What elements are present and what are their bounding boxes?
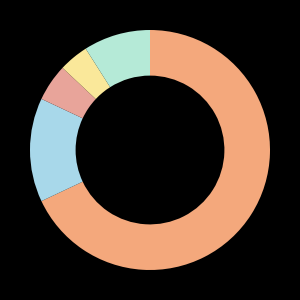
Wedge shape (62, 49, 110, 99)
Wedge shape (86, 30, 150, 87)
Wedge shape (41, 30, 270, 270)
Wedge shape (41, 68, 96, 118)
Wedge shape (30, 99, 83, 201)
